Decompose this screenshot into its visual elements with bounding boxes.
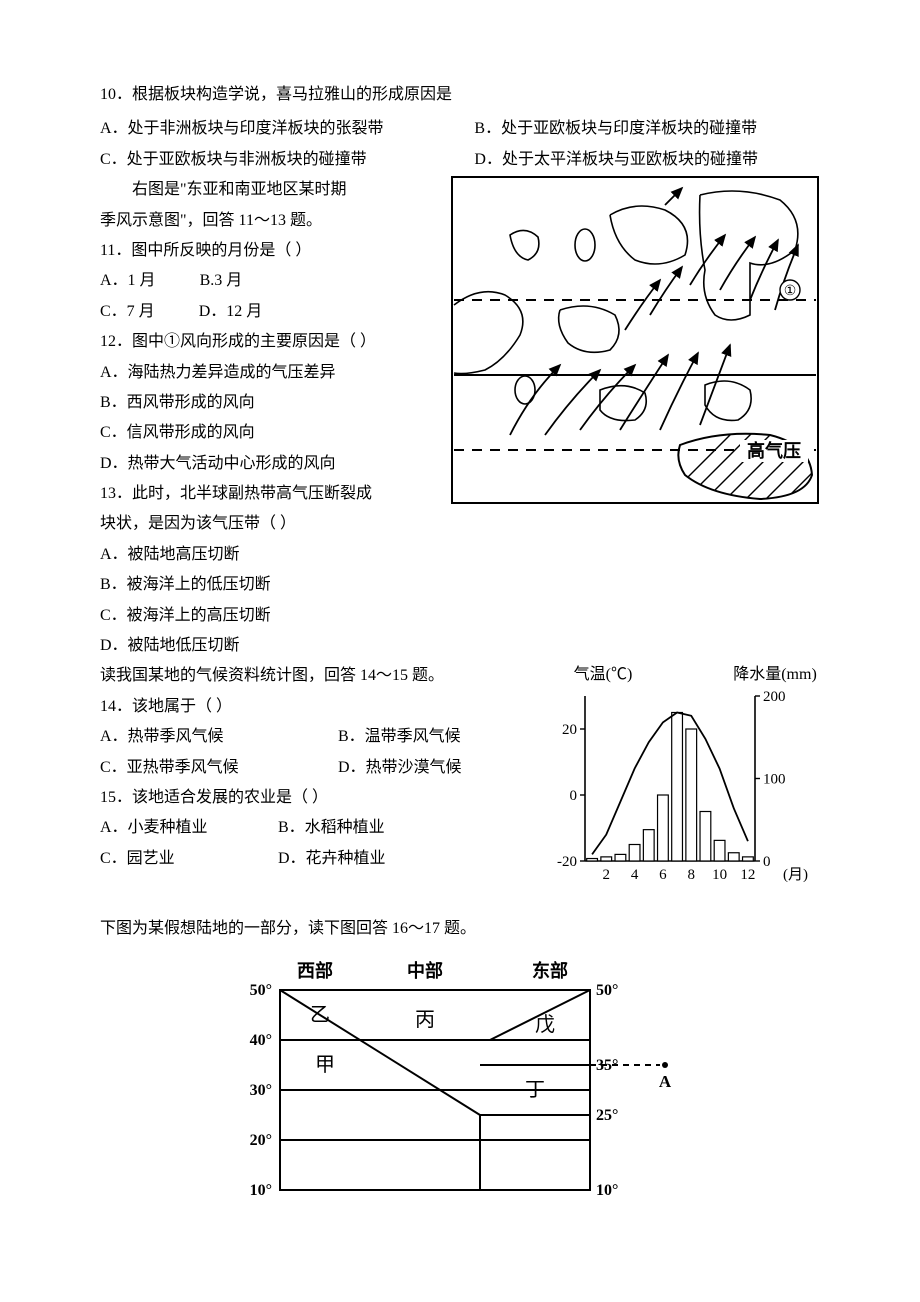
q10-options-row2: C．处于亚欧板块与非洲板块的碰撞带 D．处于太平洋板块与亚欧板块的碰撞带 <box>100 145 820 175</box>
svg-text:50°: 50° <box>250 982 272 999</box>
svg-text:30°: 30° <box>250 1082 272 1099</box>
q10-opt-a: A．处于非洲板块与印度洋板块的张裂带 <box>100 114 446 144</box>
q13-stem-line2: 块状，是因为该气压带（ ） <box>100 509 820 539</box>
q15-opt-d: D．花卉种植业 <box>278 844 386 874</box>
svg-text:丙: 丙 <box>415 1009 435 1031</box>
svg-text:10°: 10° <box>596 1182 618 1199</box>
map-label-circle1: ① <box>784 284 797 299</box>
q11-opt-a: A．1 月 <box>100 272 156 289</box>
q13-opt-a: A．被陆地高压切断 <box>100 540 820 570</box>
q14-opt-a: A．热带季风气候 <box>100 722 310 752</box>
map-label-highpressure: 高气压 <box>747 440 801 461</box>
q15-opt-a: A．小麦种植业 <box>100 813 250 843</box>
q14-opt-c: C．亚热带季风气候 <box>100 753 310 783</box>
q10-opt-c: C．处于亚欧板块与非洲板块的碰撞带 <box>100 145 446 175</box>
svg-text:4: 4 <box>631 867 639 883</box>
svg-text:乙: 乙 <box>310 1004 330 1026</box>
svg-text:0: 0 <box>570 788 578 804</box>
svg-text:10°: 10° <box>250 1182 272 1199</box>
svg-text:丁: 丁 <box>525 1079 545 1101</box>
q11-opt-b: B.3 月 <box>200 272 243 289</box>
q13-opt-b: B．被海洋上的低压切断 <box>100 570 820 600</box>
q10-opt-d: D．处于太平洋板块与亚欧板块的碰撞带 <box>474 145 820 175</box>
q14-options-row2: C．亚热带季风气候 D．热带沙漠气候 <box>100 753 520 783</box>
q14-opt-b: B．温带季风气候 <box>338 722 461 752</box>
q10-opt-b: B．处于亚欧板块与印度洋板块的碰撞带 <box>474 114 820 144</box>
svg-text:12: 12 <box>740 867 755 883</box>
svg-text:(月): (月) <box>783 867 808 883</box>
svg-text:戊: 戊 <box>535 1013 555 1036</box>
svg-text:中部: 中部 <box>407 960 443 981</box>
q11-opt-c: C．7 月 <box>100 303 155 320</box>
svg-text:A: A <box>659 1072 672 1091</box>
q15-opt-b: B．水稻种植业 <box>278 813 385 843</box>
svg-text:20°: 20° <box>250 1132 272 1149</box>
svg-text:10: 10 <box>712 867 727 883</box>
q15-opt-c: C．园艺业 <box>100 844 250 874</box>
svg-text:25°: 25° <box>596 1107 618 1124</box>
svg-text:0: 0 <box>763 854 771 870</box>
svg-text:降水量(mm): 降水量(mm) <box>733 665 817 683</box>
svg-text:100: 100 <box>763 772 786 788</box>
svg-text:甲: 甲 <box>315 1054 335 1076</box>
q14-opt-d: D．热带沙漠气候 <box>338 753 462 783</box>
q15-options-row1: A．小麦种植业 B．水稻种植业 <box>100 813 520 843</box>
svg-text:40°: 40° <box>250 1032 272 1049</box>
svg-text:2: 2 <box>603 867 611 883</box>
svg-text:-20: -20 <box>557 854 577 870</box>
land-map-figure: 西部中部东部50°40°30°20°10°50°35°25°10°A甲乙丙丁戊 <box>100 955 820 1205</box>
svg-text:东部: 东部 <box>532 960 568 981</box>
svg-text:6: 6 <box>659 867 667 883</box>
svg-text:西部: 西部 <box>297 960 333 981</box>
q10-stem: 10．根据板块构造学说，喜马拉雅山的形成原因是 <box>100 80 820 110</box>
q14-options-row1: A．热带季风气候 B．温带季风气候 <box>100 722 520 752</box>
climate-chart-figure: 气温(℃)降水量(mm)-20020010020024681012(月) <box>530 661 820 896</box>
q13-opt-c: C．被海洋上的高压切断 <box>100 601 820 631</box>
svg-text:50°: 50° <box>596 982 618 999</box>
svg-text:气温(℃): 气温(℃) <box>574 665 633 683</box>
q10-options-row1: A．处于非洲板块与印度洋板块的张裂带 B．处于亚欧板块与印度洋板块的碰撞带 <box>100 114 820 144</box>
svg-text:20: 20 <box>562 722 577 738</box>
q11-opt-d: D．12 月 <box>199 303 263 320</box>
q13-opt-d: D．被陆地低压切断 <box>100 631 820 661</box>
svg-text:8: 8 <box>688 867 696 883</box>
q15-options-row2: C．园艺业 D．花卉种植业 <box>100 844 520 874</box>
intro-16-17: 下图为某假想陆地的一部分，读下图回答 16～17 题。 <box>100 914 820 944</box>
monsoon-map-figure: ① 高气压 <box>450 175 820 505</box>
svg-text:200: 200 <box>763 689 786 705</box>
